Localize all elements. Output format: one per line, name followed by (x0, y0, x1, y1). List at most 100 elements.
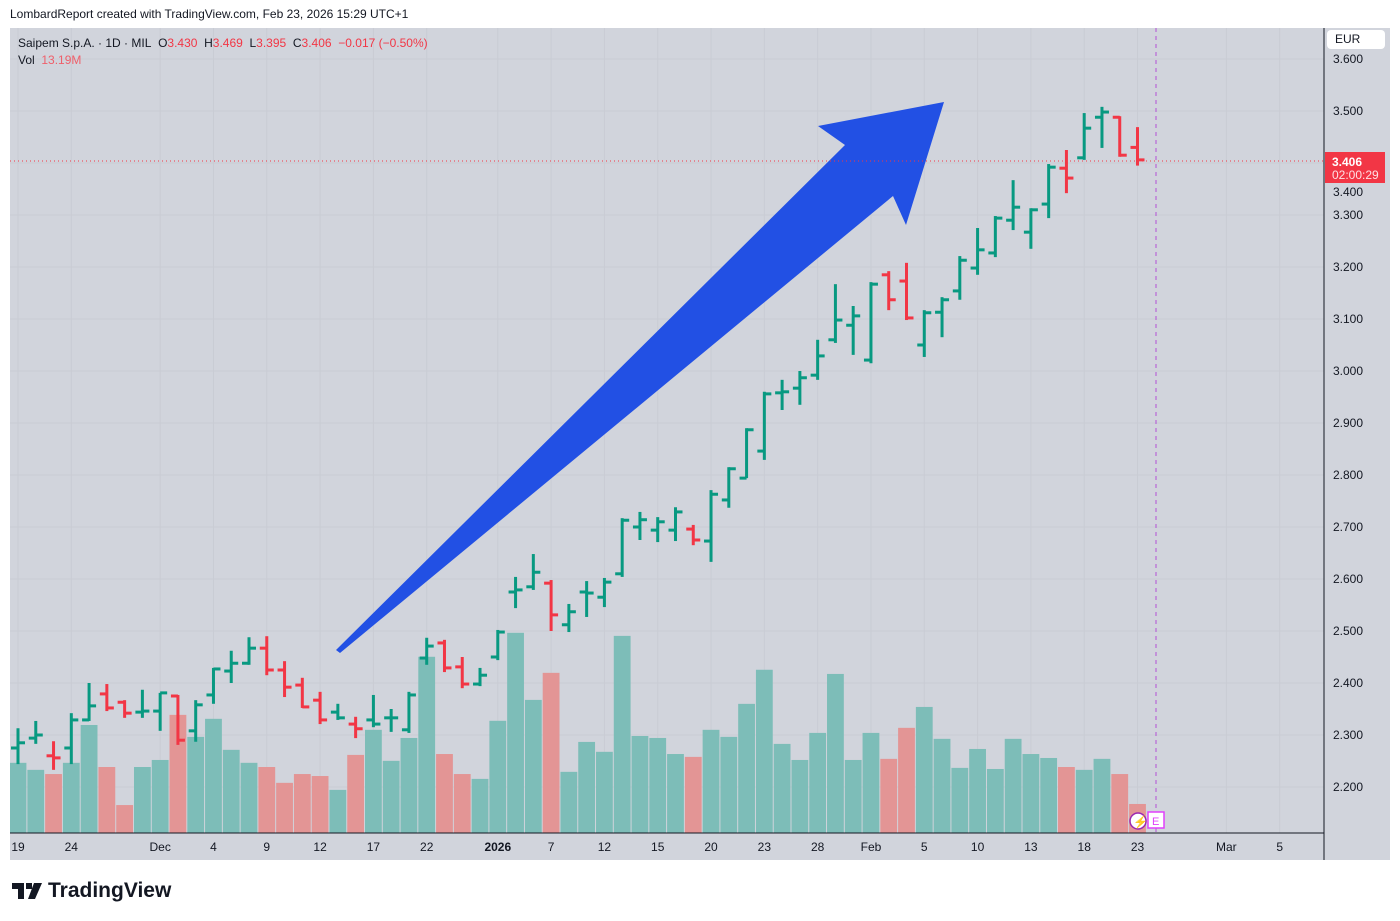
time-tick-label: Dec (149, 840, 170, 854)
price-tick-label: 2.300 (1333, 728, 1363, 742)
time-tick-label: 5 (1276, 840, 1283, 854)
ohlc-bar (935, 297, 950, 338)
volume-bar (898, 727, 915, 833)
volume-bar (489, 720, 507, 833)
ohlc-bar (526, 554, 541, 590)
last-price-badge: 3.406 02:00:29 (1325, 152, 1385, 183)
high-label: H (204, 36, 213, 50)
volume-bar (10, 762, 27, 833)
tradingview-logo-icon (12, 883, 42, 899)
time-tick-label: 22 (420, 840, 434, 854)
symbol-title[interactable]: Saipem S.p.A. · 1D · MIL (18, 36, 152, 50)
price-axis-labels: 3.600 3.500 3.400 3.300 3.200 3.100 3.000 2.900… (1333, 52, 1363, 794)
chart-frame[interactable]: 3.600 3.500 3.400 3.300 3.200 3.100 3.000 2.900… (10, 28, 1390, 860)
volume-bar (240, 762, 258, 833)
volume-bar (98, 767, 116, 833)
ohlc-bar (952, 256, 967, 300)
chart-svg[interactable]: 3.600 3.500 3.400 3.300 3.200 3.100 3.000 2.900… (10, 28, 1390, 860)
ohlc-bar (1130, 127, 1145, 166)
last-price: 3.406 (1332, 155, 1362, 169)
ohlc-bar (473, 667, 488, 687)
volume-bar (151, 759, 169, 833)
time-tick-label: Mar (1216, 840, 1237, 854)
ohlc-bar (330, 703, 345, 720)
volume-bar (631, 735, 649, 833)
ohlc-bar (437, 639, 452, 673)
countdown: 02:00:29 (1332, 168, 1379, 182)
volume-bar (62, 762, 80, 833)
volume-bar (755, 669, 773, 833)
ohlc-bar (704, 490, 719, 562)
close-value: 3.406 (301, 36, 332, 50)
ohlc-bar (561, 603, 576, 633)
price-tick-label: 3.300 (1333, 208, 1363, 222)
volume-label[interactable]: Vol (18, 53, 35, 67)
price-tick-label: 2.900 (1333, 416, 1363, 430)
price-tick-label: 2.700 (1333, 520, 1363, 534)
volume-value: 13.19M (41, 53, 82, 67)
ohlc-bar (135, 689, 150, 718)
ohlc-bar (384, 709, 399, 732)
time-tick-label: 20 (704, 840, 718, 854)
volume-bar (933, 738, 951, 833)
time-tick-label: 19 (11, 840, 25, 854)
ohlc-bar (810, 339, 825, 380)
volume-bar (329, 789, 347, 833)
tradingview-logo[interactable]: TradingView (12, 879, 171, 903)
trend-arrow[interactable] (336, 102, 944, 653)
time-tick-label: 2026 (484, 840, 511, 854)
volume-bar (1022, 754, 1040, 833)
ohlc-bar (579, 581, 594, 617)
ohlc-bar (313, 691, 328, 725)
volume-bar (436, 754, 453, 833)
time-tick-label: 12 (598, 840, 612, 854)
volume-bar (27, 769, 45, 833)
ohlc-bar (490, 629, 505, 661)
volume-bar (258, 767, 276, 833)
legend: Saipem S.p.A. · 1D · MIL O3.430 H3.469 L… (18, 35, 428, 69)
volume-bar (667, 754, 684, 833)
ohlc-bar (739, 428, 754, 480)
price-tick-label: 2.500 (1333, 624, 1363, 638)
volume-bar (951, 767, 969, 833)
volume-bar (560, 771, 578, 833)
volume-bar (276, 782, 293, 833)
ohlc-bar (775, 379, 790, 410)
volume-bar (969, 748, 986, 833)
volume-bar (507, 632, 524, 833)
price-tick-label: 2.800 (1333, 468, 1363, 482)
price-tick-label: 3.600 (1333, 52, 1363, 66)
price-tick-label: 3.100 (1333, 312, 1363, 326)
ohlc-bar (82, 683, 97, 722)
volume-bar (720, 736, 738, 833)
ohlc-bar (348, 716, 363, 739)
currency-button[interactable]: EUR (1327, 30, 1385, 49)
time-tick-label: 13 (1024, 840, 1038, 854)
dividend-event-icon[interactable]: ⚡ (1129, 812, 1148, 830)
volume-bar (400, 737, 418, 833)
ohlc-bar (508, 576, 523, 609)
earnings-event-icon[interactable]: E (1147, 811, 1165, 829)
volume-bar (187, 736, 205, 833)
ohlc-bar (1006, 180, 1021, 231)
ohlc-bar (242, 637, 257, 665)
time-tick-label: 10 (971, 840, 985, 854)
volume-bar (613, 635, 631, 833)
open-value: 3.430 (167, 36, 198, 50)
volume-bar (844, 759, 862, 833)
ohlc-bar (455, 657, 470, 689)
volume-bar (365, 729, 382, 833)
volume-bar (702, 729, 720, 833)
brand-name: TradingView (48, 879, 172, 902)
ohlc-bar (259, 636, 274, 676)
volume-bar (453, 774, 471, 833)
volume-bar (542, 672, 560, 833)
ohlc-bar (46, 741, 61, 770)
volume-bar (915, 706, 933, 833)
ohlc-bar (170, 694, 185, 745)
volume-bar (827, 673, 844, 833)
price-tick-label: 2.600 (1333, 572, 1363, 586)
price-tick-label: 3.500 (1333, 104, 1363, 118)
volume-bar (80, 724, 98, 833)
ohlc-bar (881, 271, 896, 311)
